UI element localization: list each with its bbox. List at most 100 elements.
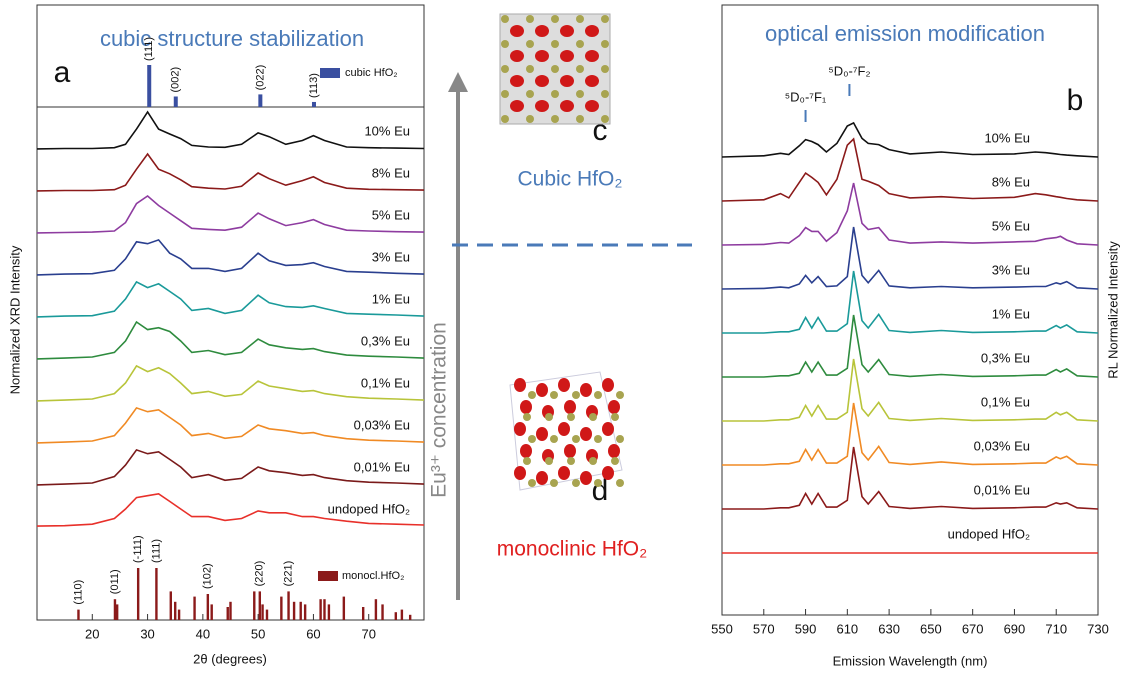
series-label: 5% Eu <box>372 207 410 222</box>
series-label: 0,3% Eu <box>981 350 1030 365</box>
atom <box>526 115 534 123</box>
reference-label: (113) <box>308 73 320 98</box>
series-line <box>722 183 1098 245</box>
atom <box>510 100 524 112</box>
atom <box>564 444 576 458</box>
x-tick-label: 570 <box>753 621 775 636</box>
atom <box>585 50 599 62</box>
series-label: 10% Eu <box>364 123 410 138</box>
atom <box>550 435 558 443</box>
atom <box>611 413 619 421</box>
x-tick-label: 650 <box>920 621 942 636</box>
atom <box>576 65 584 73</box>
series-label: 8% Eu <box>372 165 410 180</box>
atom <box>572 435 580 443</box>
atom <box>510 25 524 37</box>
series-label: 8% Eu <box>992 174 1030 189</box>
x-tick-label: 590 <box>795 621 817 636</box>
atom <box>551 115 559 123</box>
reference-bar <box>147 65 151 107</box>
reference-label: (002) <box>170 67 182 93</box>
atom <box>535 75 549 87</box>
atom <box>601 15 609 23</box>
series-line <box>722 271 1098 333</box>
reference-bar <box>155 568 157 620</box>
atom <box>520 400 532 414</box>
series-label: 0,01% Eu <box>354 459 410 474</box>
figure: cubic structure stabilization a 2θ (degr… <box>0 0 1127 677</box>
atom <box>608 444 620 458</box>
reference-label: (110) <box>72 580 84 605</box>
monoclinic-label: monoclinic HfO₂ <box>497 538 648 561</box>
atom <box>510 50 524 62</box>
atom <box>520 444 532 458</box>
atom <box>536 383 548 397</box>
atoms <box>514 378 624 487</box>
atom <box>611 457 619 465</box>
x-tick-label: 60 <box>306 626 320 641</box>
atom <box>558 466 570 480</box>
reference-bar <box>116 604 118 620</box>
atom <box>526 65 534 73</box>
reference-label: (022) <box>254 65 266 91</box>
x-tick-label: 70 <box>361 626 375 641</box>
atom <box>564 400 576 414</box>
atom <box>526 15 534 23</box>
reference-bar <box>266 610 268 620</box>
x-tick-label: 690 <box>1004 621 1026 636</box>
arrow-head <box>448 72 468 92</box>
reference-label: (111) <box>143 37 155 61</box>
reference-label: (111) <box>150 539 162 563</box>
cubic-label: Cubic HfO₂ <box>517 168 622 191</box>
atom <box>601 65 609 73</box>
x-tick-label: 630 <box>878 621 900 636</box>
atom <box>601 115 609 123</box>
atom <box>576 15 584 23</box>
atom <box>560 75 574 87</box>
atom <box>550 391 558 399</box>
x-axis-label: Emission Wavelength (nm) <box>833 653 988 668</box>
atom <box>576 40 584 48</box>
arrow-label: Eu³⁺ concentration <box>428 322 451 498</box>
series-line <box>722 227 1098 289</box>
atom <box>580 383 592 397</box>
reference-bar <box>178 610 180 620</box>
atom <box>514 466 526 480</box>
annotation: ⁵D₀-⁷F₂ <box>828 63 870 78</box>
reference-bar <box>381 604 383 620</box>
x-tick-label: 40 <box>196 626 210 641</box>
series-label: 3% Eu <box>372 249 410 264</box>
atom <box>602 378 614 392</box>
x-tick-label: 550 <box>711 621 733 636</box>
atom <box>580 471 592 485</box>
reference-bar <box>211 604 213 620</box>
reference-label: (220) <box>254 561 266 587</box>
atom <box>536 427 548 441</box>
series-line <box>722 123 1098 157</box>
reference-bar <box>323 599 325 620</box>
atom <box>501 40 509 48</box>
atom <box>572 479 580 487</box>
atom <box>551 40 559 48</box>
reference-bar <box>258 94 262 107</box>
x-tick-label: 20 <box>85 626 99 641</box>
atom <box>616 391 624 399</box>
legend-swatch <box>318 571 338 581</box>
atom <box>558 422 570 436</box>
atom <box>576 115 584 123</box>
reference-bar <box>287 591 289 620</box>
atom <box>560 25 574 37</box>
reference-bar <box>114 599 116 620</box>
series-label: 0,03% Eu <box>354 417 410 432</box>
series-label: 0,03% Eu <box>974 438 1030 453</box>
atom <box>560 50 574 62</box>
atom <box>523 413 531 421</box>
series-label: 1% Eu <box>992 306 1030 321</box>
y-axis-label: Normalized XRD Intensity <box>7 245 22 394</box>
reference-bar <box>328 604 330 620</box>
series-line <box>37 154 424 191</box>
x-tick-label: 730 <box>1087 621 1109 636</box>
atom <box>585 75 599 87</box>
atom <box>585 100 599 112</box>
series-label: 10% Eu <box>984 130 1030 145</box>
